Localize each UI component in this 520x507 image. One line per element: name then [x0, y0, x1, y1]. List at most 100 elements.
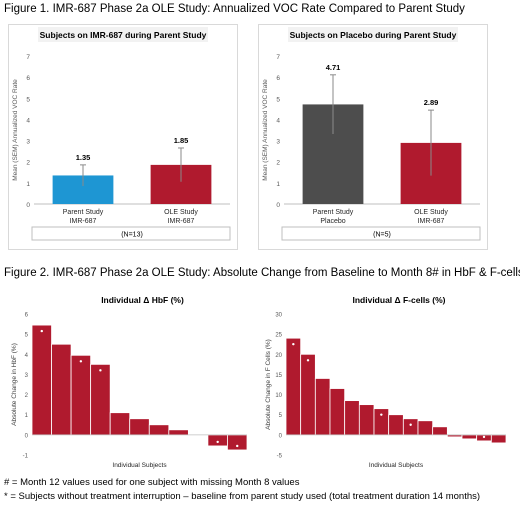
y-axis-label: Mean (SEM) Annualized VOC Rate [12, 79, 19, 181]
y-tick-label: 4 [276, 117, 280, 124]
n-label: (N=13) [121, 232, 143, 239]
x-axis-label: Individual Subjects [112, 462, 167, 469]
data-label: 1.35 [76, 153, 91, 162]
voc-placebo-chart: Subjects on Placebo during Parent Study 0… [258, 24, 488, 250]
bar [168, 429, 189, 436]
voc-imr687-chart: Subjects on IMR-687 during Parent Study 0… [8, 24, 238, 250]
footnote-1: # = Month 12 values used for one subject… [4, 477, 300, 488]
x-tick-label: IMR-687 [418, 218, 445, 225]
star-marker [306, 359, 310, 362]
bar [148, 424, 170, 436]
bar [402, 418, 419, 436]
fcells-chart: Individual Δ F-cells (%) -5 0 5 10 15 20 25 30 Ab… [265, 295, 507, 469]
x-axis-label: Individual Subjects [369, 462, 424, 469]
y-tick-label: 2 [276, 160, 280, 167]
bar [461, 434, 478, 440]
star-marker [40, 329, 43, 333]
y-tick-label: 0 [25, 433, 29, 439]
y-tick-label: 2 [26, 160, 30, 167]
y-tick-label: 25 [275, 333, 282, 339]
star-marker [292, 342, 295, 346]
y-axis-label: Absolute Change in HbF (%) [11, 343, 18, 426]
bar [300, 353, 316, 436]
x-tick-label: OLE Study [414, 209, 448, 216]
chart-frame [8, 24, 238, 250]
bar [358, 404, 375, 436]
x-tick-label: IMR-687 [168, 218, 195, 225]
star-marker [453, 431, 456, 435]
bar [31, 324, 52, 436]
y-tick-label: 3 [25, 373, 29, 379]
title-box [288, 27, 458, 42]
y-tick-label: 7 [26, 54, 30, 61]
x-tick-label: Parent Study [313, 209, 354, 216]
bar [227, 434, 248, 451]
y-tick-label: 1 [276, 181, 280, 188]
y-tick-label: 0 [279, 433, 283, 439]
bar [373, 408, 390, 436]
y-tick-label: 0 [26, 202, 30, 209]
bar [129, 418, 150, 436]
y-tick-label: 6 [26, 75, 30, 82]
y-tick-label: 4 [26, 117, 30, 124]
bar [109, 412, 131, 436]
y-axis-label: Absolute Change in F Cells (%) [265, 339, 272, 430]
y-tick-label: 15 [275, 373, 282, 379]
x-tick-label: Parent Study [63, 209, 104, 216]
star-marker [79, 360, 83, 363]
y-tick-label: 1 [26, 181, 30, 188]
chart-title: Individual Δ F-cells (%) [352, 295, 445, 305]
y-tick-label: -1 [23, 454, 29, 460]
chart-title: Subjects on Placebo during Parent Study [290, 30, 457, 40]
x-tick-label: IMR-687 [70, 218, 97, 225]
n-box [31, 226, 231, 241]
y-axis-label: Mean (SEM) Annualized VOC Rate [262, 79, 269, 181]
y-tick-label: 2 [25, 393, 29, 399]
bar [314, 378, 331, 436]
bar [70, 354, 92, 436]
y-tick-label: 20 [275, 353, 282, 359]
data-label: 2.89 [424, 98, 439, 107]
bar [417, 420, 434, 436]
bar [90, 363, 111, 436]
y-tick-label: 6 [276, 75, 280, 82]
y-tick-label: 5 [26, 96, 30, 103]
y-tick-label: 0 [276, 202, 280, 209]
bar [432, 426, 448, 436]
data-label: 1.85 [174, 136, 189, 145]
star-marker [380, 413, 383, 416]
chart-title: Individual Δ HbF (%) [101, 295, 184, 305]
bar [207, 434, 228, 447]
y-tick-label: 5 [279, 413, 283, 419]
footnote-2: * = Subjects without treatment interrupt… [4, 491, 481, 502]
y-tick-label: 10 [275, 393, 282, 399]
chart-title: Subjects on IMR-687 during Parent Study [40, 30, 207, 40]
chart-frame [258, 24, 488, 250]
bar [285, 337, 302, 436]
bar [329, 388, 346, 436]
y-tick-label: 3 [26, 139, 30, 146]
star-marker [482, 435, 486, 439]
bar [344, 400, 360, 436]
star-marker [99, 369, 102, 372]
hbf-chart: Individual Δ HbF (%) -1 0 1 2 3 4 5 6 Absolute Ch… [11, 295, 248, 469]
star-marker [216, 440, 219, 444]
y-tick-label: 30 [275, 313, 282, 319]
x-tick-label: Placebo [320, 218, 345, 225]
y-tick-label: 4 [25, 353, 29, 359]
y-tick-label: 7 [276, 54, 280, 61]
y-tick-label: 3 [276, 139, 280, 146]
n-box [281, 226, 481, 241]
figure-1-title: Figure 1. IMR-687 Phase 2a OLE Study: An… [4, 3, 465, 15]
data-label: 4.71 [326, 63, 341, 72]
n-label: (N=5) [373, 232, 391, 239]
figure-2-title: Figure 2. IMR-687 Phase 2a OLE Study: Ab… [4, 267, 520, 279]
star-marker [409, 423, 412, 426]
y-tick-label: 5 [25, 333, 29, 339]
y-tick-label: 5 [276, 96, 280, 103]
star-marker [236, 444, 239, 448]
bar [388, 414, 404, 436]
x-tick-label: OLE Study [164, 209, 198, 216]
title-box [38, 27, 208, 42]
y-tick-label: 1 [25, 413, 29, 419]
